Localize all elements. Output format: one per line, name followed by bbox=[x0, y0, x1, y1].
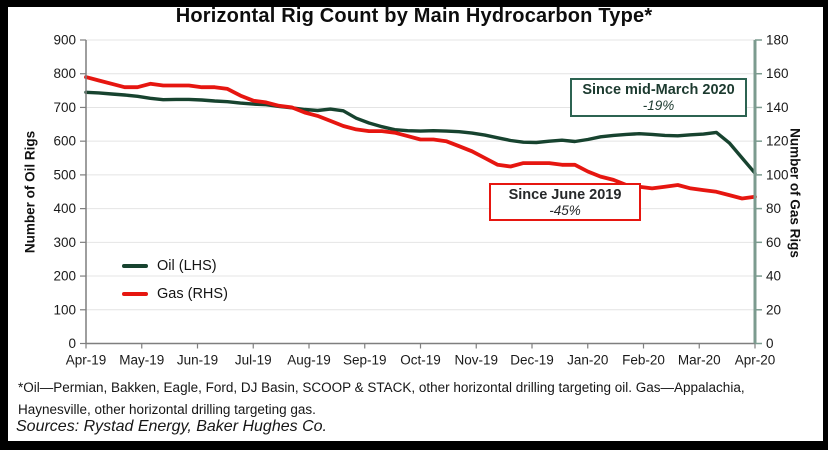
annotation-oil-line2: -19% bbox=[642, 98, 675, 113]
x-axis-tick-label: Dec-19 bbox=[510, 353, 554, 368]
footnote-definitions: *Oil—Permian, Bakken, Eagle, Ford, DJ Ba… bbox=[18, 380, 745, 417]
left-axis-tick-label: 400 bbox=[53, 201, 76, 216]
x-axis-tick-label: Feb-20 bbox=[622, 353, 665, 368]
legend-label-oil: Oil (LHS) bbox=[157, 258, 217, 274]
gas-line-swatch bbox=[122, 292, 148, 296]
x-axis-tick-label: Aug-19 bbox=[287, 353, 331, 368]
x-axis-tick-label: Jan-20 bbox=[567, 353, 608, 368]
left-axis-tick-label: 700 bbox=[53, 100, 76, 115]
series-line-oil-lhs- bbox=[84, 90, 757, 175]
right-axis-tick-label: 120 bbox=[766, 134, 789, 149]
left-axis-tick-label: 600 bbox=[53, 134, 76, 149]
left-axis-tick-label: 0 bbox=[68, 336, 76, 351]
annotation-gas-line1: Since June 2019 bbox=[508, 187, 622, 203]
x-axis-tick-label: May-19 bbox=[119, 353, 164, 368]
left-axis-tick-label: 100 bbox=[53, 302, 76, 317]
left-axis-tick-label: 800 bbox=[53, 66, 76, 81]
legend-item-oil: Oil (LHS) bbox=[122, 252, 228, 280]
right-axis-tick-label: 100 bbox=[766, 167, 789, 182]
x-axis-tick-label: Apr-20 bbox=[735, 353, 776, 368]
x-axis-tick-label: Nov-19 bbox=[454, 353, 498, 368]
x-axis-tick-label: Mar-20 bbox=[678, 353, 721, 368]
sources-line: Sources: Rystad Energy, Baker Hughes Co. bbox=[16, 418, 327, 435]
left-axis-tick-label: 200 bbox=[53, 269, 76, 284]
right-axis-tick-label: 40 bbox=[766, 269, 781, 284]
oil-line-swatch bbox=[122, 264, 148, 268]
x-axis-tick-label: Jun-19 bbox=[177, 353, 218, 368]
legend: Oil (LHS) Gas (RHS) bbox=[122, 252, 228, 308]
right-axis-tick-label: 140 bbox=[766, 100, 789, 115]
left-axis-tick-label: 900 bbox=[53, 33, 76, 48]
series-line-gas-rhs- bbox=[84, 75, 757, 201]
right-axis-tick-label: 20 bbox=[766, 302, 781, 317]
left-axis-tick-label: 500 bbox=[53, 167, 76, 182]
right-axis-tick-label: 180 bbox=[766, 33, 789, 48]
right-axis-tick-label: 80 bbox=[766, 201, 781, 216]
x-axis-tick-label: Oct-19 bbox=[400, 353, 441, 368]
x-axis-tick-label: Apr-19 bbox=[66, 353, 107, 368]
annotation-oil-line1: Since mid-March 2020 bbox=[582, 82, 735, 98]
right-axis-tick-label: 0 bbox=[766, 336, 774, 351]
right-axis-tick-label: 160 bbox=[766, 66, 789, 81]
legend-item-gas: Gas (RHS) bbox=[122, 280, 228, 308]
annotation-oil-decline: Since mid-March 2020 -19% bbox=[570, 78, 747, 117]
left-axis-title: Number of Oil Rigs bbox=[22, 130, 38, 254]
annotation-gas-line2: -45% bbox=[549, 203, 581, 218]
chart-title: Horizontal Rig Count by Main Hydrocarbon… bbox=[175, 5, 653, 27]
legend-label-gas: Gas (RHS) bbox=[157, 286, 228, 302]
x-axis-tick-label: Jul-19 bbox=[235, 353, 272, 368]
annotation-gas-decline: Since June 2019 -45% bbox=[489, 183, 641, 221]
left-axis-tick-label: 300 bbox=[53, 235, 76, 250]
x-axis-tick-label: Sep-19 bbox=[343, 353, 387, 368]
right-axis-title: Number of Gas Rigs bbox=[787, 128, 803, 258]
right-axis-tick-label: 60 bbox=[766, 235, 781, 250]
